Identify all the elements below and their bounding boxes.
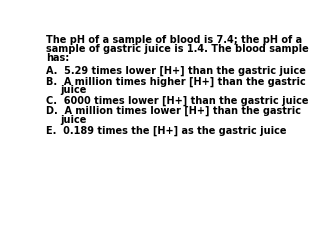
- Text: B.  A million times higher [H+] than the gastric: B. A million times higher [H+] than the …: [46, 77, 306, 87]
- Text: has:: has:: [46, 53, 69, 63]
- Text: sample of gastric juice is 1.4. The blood sample: sample of gastric juice is 1.4. The bloo…: [46, 44, 309, 54]
- Text: A.  5.29 times lower [H+] than the gastric juice: A. 5.29 times lower [H+] than the gastri…: [46, 66, 306, 76]
- Text: juice: juice: [60, 115, 86, 125]
- Text: D.  A million times lower [H+] than the gastric: D. A million times lower [H+] than the g…: [46, 106, 301, 116]
- Text: juice: juice: [60, 85, 86, 95]
- Text: C.  6000 times lower [H+] than the gastric juice: C. 6000 times lower [H+] than the gastri…: [46, 96, 309, 106]
- Text: The pH of a sample of blood is 7.4; the pH of a: The pH of a sample of blood is 7.4; the …: [46, 35, 302, 45]
- Text: E.  0.189 times the [H+] as the gastric juice: E. 0.189 times the [H+] as the gastric j…: [46, 126, 287, 136]
